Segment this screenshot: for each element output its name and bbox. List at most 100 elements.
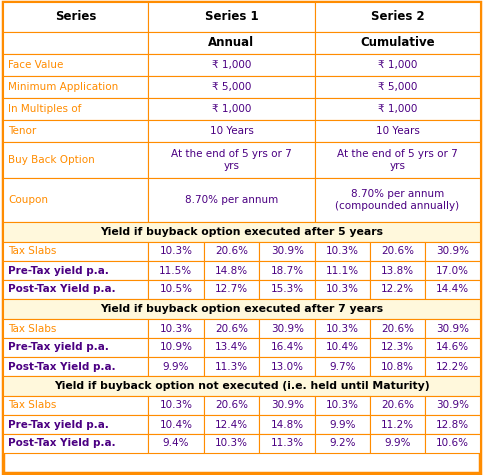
Text: 13.8%: 13.8% bbox=[381, 266, 414, 276]
Text: Annual: Annual bbox=[209, 37, 255, 49]
Text: Pre-Tax yield p.a.: Pre-Tax yield p.a. bbox=[8, 419, 109, 429]
Text: 18.7%: 18.7% bbox=[270, 266, 304, 276]
Bar bbox=[3, 357, 148, 376]
Text: Pre-Tax yield p.a.: Pre-Tax yield p.a. bbox=[8, 266, 109, 276]
Text: 10.4%: 10.4% bbox=[159, 419, 192, 429]
Bar bbox=[3, 98, 148, 120]
Bar bbox=[3, 299, 480, 319]
Text: 20.6%: 20.6% bbox=[381, 400, 414, 410]
Bar bbox=[3, 178, 148, 222]
Bar bbox=[315, 357, 370, 376]
Text: 9.4%: 9.4% bbox=[163, 438, 189, 448]
Text: ₹ 5,000: ₹ 5,000 bbox=[378, 82, 417, 92]
Bar bbox=[315, 142, 480, 178]
Bar bbox=[370, 396, 425, 415]
Bar bbox=[370, 242, 425, 261]
Text: At the end of 5 yrs or 7
yrs: At the end of 5 yrs or 7 yrs bbox=[337, 149, 458, 171]
Bar bbox=[315, 76, 480, 98]
Bar bbox=[315, 261, 370, 280]
Text: Coupon: Coupon bbox=[8, 195, 48, 205]
Bar bbox=[259, 434, 315, 453]
Bar bbox=[370, 338, 425, 357]
Text: 12.3%: 12.3% bbox=[381, 342, 414, 352]
Bar bbox=[315, 434, 370, 453]
Text: 11.1%: 11.1% bbox=[326, 266, 359, 276]
Bar bbox=[370, 415, 425, 434]
Bar bbox=[259, 415, 315, 434]
Text: 9.9%: 9.9% bbox=[163, 361, 189, 371]
Text: 30.9%: 30.9% bbox=[436, 323, 469, 333]
Bar bbox=[425, 242, 480, 261]
Text: 20.6%: 20.6% bbox=[215, 400, 248, 410]
Bar bbox=[148, 178, 315, 222]
Text: 10.3%: 10.3% bbox=[159, 247, 192, 256]
Text: 20.6%: 20.6% bbox=[215, 247, 248, 256]
Text: 30.9%: 30.9% bbox=[436, 400, 469, 410]
Text: 20.6%: 20.6% bbox=[381, 323, 414, 333]
Bar bbox=[3, 242, 148, 261]
Bar bbox=[370, 261, 425, 280]
Bar bbox=[425, 338, 480, 357]
Bar bbox=[204, 242, 259, 261]
Text: 30.9%: 30.9% bbox=[270, 323, 304, 333]
Bar bbox=[3, 396, 148, 415]
Bar bbox=[259, 242, 315, 261]
Bar bbox=[148, 357, 204, 376]
Bar bbox=[370, 434, 425, 453]
Text: 9.9%: 9.9% bbox=[384, 438, 411, 448]
Bar bbox=[3, 120, 148, 142]
Bar bbox=[259, 280, 315, 299]
Bar bbox=[425, 319, 480, 338]
Bar bbox=[204, 261, 259, 280]
Text: Post-Tax Yield p.a.: Post-Tax Yield p.a. bbox=[8, 285, 115, 294]
Text: Series 2: Series 2 bbox=[370, 10, 424, 23]
Bar bbox=[148, 32, 315, 54]
Bar bbox=[148, 76, 315, 98]
Text: Yield if buyback option executed after 5 years: Yield if buyback option executed after 5… bbox=[100, 227, 383, 237]
Text: 12.2%: 12.2% bbox=[436, 361, 469, 371]
Bar bbox=[259, 319, 315, 338]
Text: 10.6%: 10.6% bbox=[436, 438, 469, 448]
Text: Yield if buyback option not executed (i.e. held until Maturity): Yield if buyback option not executed (i.… bbox=[54, 381, 429, 391]
Bar bbox=[204, 396, 259, 415]
Text: Post-Tax Yield p.a.: Post-Tax Yield p.a. bbox=[8, 438, 115, 448]
Text: 10.3%: 10.3% bbox=[326, 247, 359, 256]
Text: 20.6%: 20.6% bbox=[215, 323, 248, 333]
Bar bbox=[315, 178, 480, 222]
Text: 10.4%: 10.4% bbox=[326, 342, 359, 352]
Bar bbox=[148, 98, 315, 120]
Text: 10.9%: 10.9% bbox=[159, 342, 192, 352]
Text: 9.9%: 9.9% bbox=[329, 419, 356, 429]
Bar bbox=[204, 319, 259, 338]
Bar bbox=[204, 338, 259, 357]
Bar bbox=[370, 280, 425, 299]
Bar bbox=[370, 357, 425, 376]
Bar bbox=[3, 434, 148, 453]
Text: Tenor: Tenor bbox=[8, 126, 36, 136]
Text: 10.5%: 10.5% bbox=[159, 285, 192, 294]
Bar bbox=[3, 319, 148, 338]
Bar bbox=[3, 376, 480, 396]
Bar bbox=[148, 338, 204, 357]
Text: Minimum Application: Minimum Application bbox=[8, 82, 118, 92]
Text: Face Value: Face Value bbox=[8, 60, 63, 70]
Bar bbox=[3, 338, 148, 357]
Bar bbox=[148, 2, 315, 32]
Bar bbox=[3, 261, 148, 280]
Text: 10 Years: 10 Years bbox=[210, 126, 254, 136]
Text: 9.2%: 9.2% bbox=[329, 438, 356, 448]
Text: 15.3%: 15.3% bbox=[270, 285, 304, 294]
Bar bbox=[3, 2, 148, 32]
Text: 14.8%: 14.8% bbox=[270, 419, 304, 429]
Text: 10.3%: 10.3% bbox=[159, 400, 192, 410]
Text: Tax Slabs: Tax Slabs bbox=[8, 247, 57, 256]
Text: 16.4%: 16.4% bbox=[270, 342, 304, 352]
Text: 8.70% per annum: 8.70% per annum bbox=[185, 195, 278, 205]
Bar bbox=[204, 415, 259, 434]
Text: 10.3%: 10.3% bbox=[326, 400, 359, 410]
Bar bbox=[204, 434, 259, 453]
Bar bbox=[315, 338, 370, 357]
Text: ₹ 5,000: ₹ 5,000 bbox=[212, 82, 251, 92]
Bar bbox=[425, 357, 480, 376]
Bar bbox=[204, 280, 259, 299]
